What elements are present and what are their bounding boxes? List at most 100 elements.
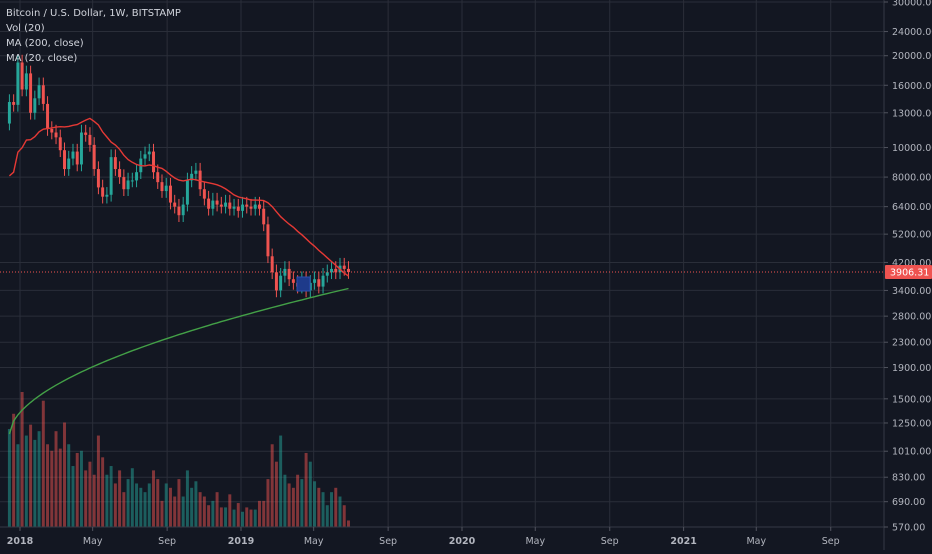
candle-body[interactable] [84, 132, 88, 135]
volume-bar[interactable] [270, 444, 274, 527]
candle-body[interactable] [37, 85, 41, 99]
candle-body[interactable] [257, 204, 261, 209]
candle-body[interactable] [88, 134, 92, 145]
candle-body[interactable] [325, 272, 329, 276]
volume-bar[interactable] [313, 481, 317, 527]
candle-body[interactable] [236, 206, 240, 211]
candle-body[interactable] [232, 206, 236, 209]
scale-marker-square[interactable] [296, 276, 311, 292]
volume-bar[interactable] [75, 452, 79, 527]
volume-bar[interactable] [266, 479, 270, 527]
candle-body[interactable] [168, 185, 172, 203]
volume-bar[interactable] [185, 470, 189, 527]
volume-bar[interactable] [105, 474, 109, 527]
candle-body[interactable] [143, 154, 147, 159]
candle-body[interactable] [160, 182, 164, 192]
volume-bar[interactable] [101, 457, 105, 527]
candle-body[interactable] [105, 194, 109, 197]
volume-bar[interactable] [245, 507, 249, 527]
candle-body[interactable] [118, 169, 122, 178]
candle-body[interactable] [7, 102, 11, 124]
volume-bar[interactable] [156, 479, 160, 527]
volume-bar[interactable] [241, 511, 244, 527]
candle-body[interactable] [249, 206, 253, 209]
volume-bar[interactable] [63, 422, 66, 527]
volume-bar[interactable] [279, 435, 283, 527]
candle-body[interactable] [334, 268, 338, 273]
volume-bar[interactable] [287, 483, 291, 527]
volume-bar[interactable] [24, 435, 28, 527]
candle-body[interactable] [202, 189, 206, 199]
volume-bar[interactable] [291, 487, 295, 527]
indicator-ma200[interactable]: MA (200, close) [6, 38, 84, 49]
volume-bar[interactable] [308, 461, 312, 527]
volume-bar[interactable] [173, 496, 177, 527]
volume-bar[interactable] [181, 496, 185, 527]
candle-body[interactable] [283, 268, 287, 276]
volume-bar[interactable] [46, 444, 50, 527]
candle-body[interactable] [130, 180, 134, 182]
candle-body[interactable] [126, 180, 130, 190]
y-axis[interactable]: 30000.00 24000.00 20000.00 16000.00 13000.00… [884, 0, 932, 534]
volume-bar[interactable] [342, 505, 346, 527]
volume-bar[interactable] [143, 492, 147, 527]
volume-bar[interactable] [274, 461, 278, 527]
volume-bar[interactable] [126, 479, 130, 527]
volume-bar[interactable] [16, 444, 20, 527]
candle-body[interactable] [147, 151, 151, 155]
volume-bar[interactable] [330, 492, 334, 527]
volume-bar[interactable] [118, 470, 122, 527]
volume-bar[interactable] [33, 439, 37, 527]
candle-body[interactable] [346, 268, 350, 273]
volume-bar[interactable] [228, 494, 232, 527]
candle-body[interactable] [20, 62, 24, 90]
candle-body[interactable] [79, 132, 83, 165]
volume-bar[interactable] [37, 431, 41, 527]
candle-body[interactable] [291, 279, 295, 283]
candle-body[interactable] [211, 200, 215, 209]
candle-body[interactable] [54, 132, 58, 138]
volume-bar[interactable] [122, 492, 126, 527]
candle-body[interactable] [287, 268, 291, 280]
candle-body[interactable] [194, 170, 198, 174]
candle-body[interactable] [313, 279, 317, 283]
candle-body[interactable] [181, 204, 185, 216]
candle-body[interactable] [50, 129, 54, 133]
candle-body[interactable] [215, 200, 219, 205]
volume-bar[interactable] [160, 500, 164, 527]
volume-bar[interactable] [71, 466, 75, 527]
candle-body[interactable] [24, 73, 28, 90]
ma20-line[interactable] [8, 117, 349, 277]
candle-body[interactable] [164, 185, 168, 192]
x-axis[interactable]: 2018 May Sep 2019 May Sep 2020 May Sep 2021 May Sep [7, 527, 840, 547]
candle-body[interactable] [33, 98, 37, 113]
candle-body[interactable] [122, 177, 126, 190]
candle-body[interactable] [279, 275, 283, 291]
volume-bar[interactable] [249, 509, 253, 527]
volume-bar[interactable] [12, 413, 16, 527]
candle-body[interactable] [135, 172, 139, 181]
volume-bar[interactable] [304, 452, 308, 527]
candle-body[interactable] [67, 158, 71, 170]
volume-bar[interactable] [54, 431, 58, 527]
candle-body[interactable] [71, 151, 75, 159]
indicator-ma20[interactable]: MA (20, close) [6, 53, 78, 64]
symbol-title[interactable]: Bitcoin / U.S. Dollar, 1W, BITSTAMP [6, 8, 181, 19]
candle-body[interactable] [317, 279, 321, 287]
indicator-volume[interactable]: Vol (20) [6, 23, 45, 34]
volume-bar[interactable] [257, 500, 261, 527]
volume-bar[interactable] [190, 487, 194, 527]
volume-bar[interactable] [262, 500, 266, 527]
candle-body[interactable] [63, 150, 66, 170]
candle-body[interactable] [96, 169, 100, 188]
volume-bar[interactable] [334, 487, 338, 527]
volume-bar[interactable] [253, 509, 257, 527]
candle-body[interactable] [12, 102, 16, 105]
volume-bar[interactable] [92, 474, 96, 527]
candle-body[interactable] [58, 137, 62, 151]
volume-bar[interactable] [219, 507, 223, 527]
candle-body[interactable] [152, 151, 155, 173]
candle-body[interactable] [113, 157, 117, 170]
candle-body[interactable] [342, 265, 346, 269]
